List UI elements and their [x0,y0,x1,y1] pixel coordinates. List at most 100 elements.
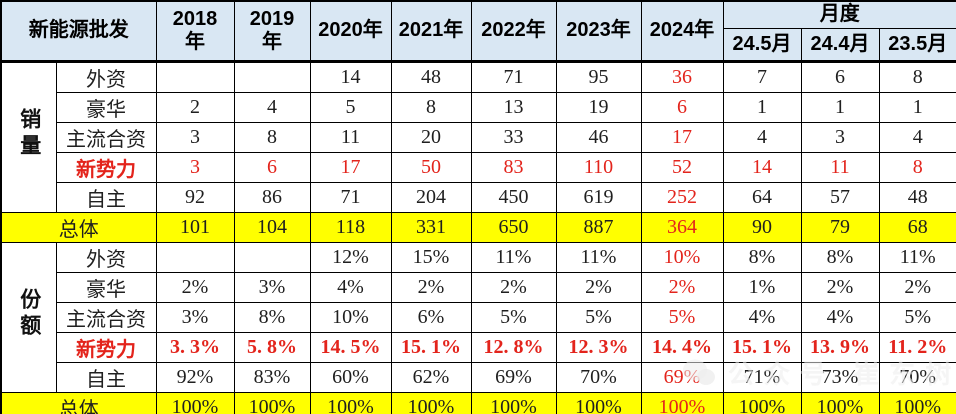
data-cell: 6 [640,91,724,123]
data-cell: 57 [800,181,880,213]
data-cell: 2% [555,271,642,303]
data-cell: 71 [470,60,557,93]
data-cell: 48 [390,60,472,93]
row-label: 豪华 [55,91,157,123]
data-cell: 12. 8% [470,331,557,363]
data-cell: 17 [640,121,724,153]
data-cell: 1% [722,271,802,303]
data-cell: 100% [233,391,311,414]
data-cell: 1 [878,91,956,123]
data-cell: 62% [390,361,472,393]
data-cell: 70% [555,361,642,393]
data-cell: 100% [390,391,472,414]
data-cell: 13. 9% [800,331,880,363]
column-header-2023: 2023年 [555,0,642,63]
column-header-2024: 2024年 [640,0,724,63]
column-header-2021: 2021年 [390,0,472,63]
data-cell: 10% [640,241,724,273]
row-label: 主流合资 [55,121,157,153]
data-cell: 101 [155,211,235,243]
data-cell: 100% [722,391,802,414]
data-cell: 2% [878,271,956,303]
data-cell: 650 [470,211,557,243]
data-cell: 11% [555,241,642,273]
data-cell: 7 [722,60,802,93]
table-title: 新能源批发 [0,0,157,63]
data-cell: 12% [309,241,392,273]
data-cell: 69% [470,361,557,393]
data-cell: 4 [233,91,311,123]
data-cell: 252 [640,181,724,213]
total-row-label: 总体 [0,391,157,414]
data-cell: 3 [155,151,235,183]
data-cell: 5% [555,301,642,333]
section-group-cell: 份额 [0,241,57,393]
data-cell: 73% [800,361,880,393]
data-cell: 364 [640,211,724,243]
data-cell: 8 [878,60,956,93]
data-cell: 619 [555,181,642,213]
data-cell: 48 [878,181,956,213]
column-header-month-1: 24.5月 [722,27,802,63]
data-cell: 100% [470,391,557,414]
column-header-2022: 2022年 [470,0,557,63]
data-cell: 8% [800,241,880,273]
data-cell: 95 [555,60,642,93]
section-group-label: 份额 [17,288,41,340]
data-cell: 15% [390,241,472,273]
data-cell: 100% [640,391,724,414]
data-cell: 68 [878,211,956,243]
data-cell: 2 [155,91,235,123]
data-cell: 2% [470,271,557,303]
data-cell: 14 [722,151,802,183]
data-cell: 887 [555,211,642,243]
section-group-cell: 销量 [0,60,57,213]
data-cell: 36 [640,60,724,93]
data-cell: 11. 2% [878,331,956,363]
data-cell: 2% [155,271,235,303]
data-cell: 4% [309,271,392,303]
data-cell: 3 [800,121,880,153]
data-cell: 1 [800,91,880,123]
data-cell: 100% [800,391,880,414]
data-cell: 8 [233,121,311,153]
data-cell: 8 [390,91,472,123]
row-label: 主流合资 [55,301,157,333]
data-cell: 118 [309,211,392,243]
data-cell [233,241,311,273]
data-cell: 6% [390,301,472,333]
data-cell: 4 [722,121,802,153]
data-cell: 1 [722,91,802,123]
row-label: 新势力 [55,331,157,363]
data-cell: 71 [309,181,392,213]
data-cell [155,60,235,93]
data-cell: 8 [878,151,956,183]
data-cell: 46 [555,121,642,153]
data-cell: 4 [878,121,956,153]
data-cell: 15. 1% [722,331,802,363]
column-header-2020: 2020年 [309,0,392,63]
data-cell: 100% [155,391,235,414]
data-cell [233,60,311,93]
data-cell: 86 [233,181,311,213]
data-cell: 450 [470,181,557,213]
data-cell: 17 [309,151,392,183]
row-label: 新势力 [55,151,157,183]
data-cell: 5% [878,301,956,333]
data-cell: 8% [233,301,311,333]
column-header-2018: 2018 年 [155,0,235,63]
data-cell: 110 [555,151,642,183]
data-cell: 64 [722,181,802,213]
data-cell: 14. 5% [309,331,392,363]
data-cell: 69% [640,361,724,393]
data-cell: 3. 3% [155,331,235,363]
data-cell: 5 [309,91,392,123]
data-cell: 6 [233,151,311,183]
data-cell: 5. 8% [233,331,311,363]
data-cell: 20 [390,121,472,153]
data-cell: 204 [390,181,472,213]
data-cell: 33 [470,121,557,153]
data-cell: 92% [155,361,235,393]
column-header-month-2: 24.4月 [800,27,880,63]
